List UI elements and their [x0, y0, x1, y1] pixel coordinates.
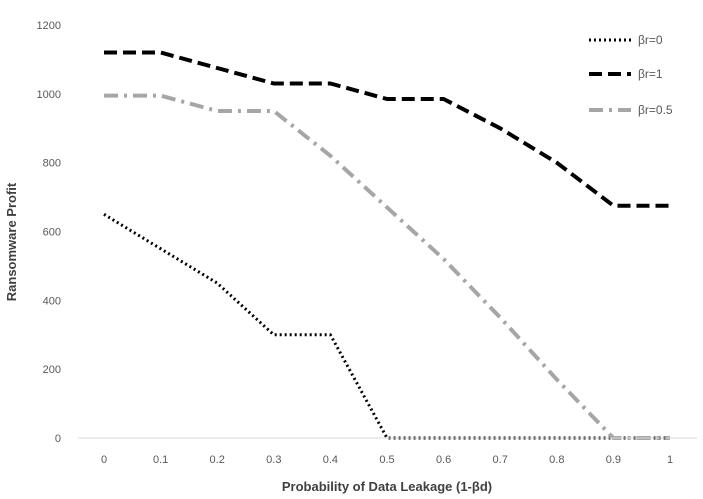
legend-label: βr=0.5 — [638, 103, 673, 117]
y-axis-title: Ransomware Profit — [4, 182, 19, 301]
x-tick-label: 0 — [101, 454, 107, 466]
y-axis-ticks: 0 200 400 600 800 1000 1200 — [37, 20, 61, 445]
legend-label: βr=1 — [638, 67, 663, 81]
x-tick-label: 1 — [667, 454, 673, 466]
x-tick-label: 0.1 — [153, 454, 168, 466]
x-tick-label: 0.5 — [379, 454, 394, 466]
y-tick-label: 400 — [43, 295, 61, 307]
x-tick-label: 0.9 — [606, 454, 621, 466]
x-axis-title: Probability of Data Leakage (1-βd) — [282, 479, 492, 494]
x-tick-label: 0.4 — [323, 454, 338, 466]
x-tick-label: 0.7 — [493, 454, 508, 466]
y-tick-label: 200 — [43, 364, 61, 376]
legend: βr=0 βr=1 βr=0.5 — [589, 33, 673, 117]
y-tick-label: 1200 — [37, 20, 61, 32]
y-tick-label: 0 — [55, 433, 61, 445]
series-line-βr=0 — [103, 213, 670, 440]
y-tick-label: 1000 — [37, 89, 61, 101]
plot-lines — [103, 50, 670, 440]
series-line-βr=0.5 — [104, 93, 670, 440]
x-tick-label: 0.3 — [266, 454, 281, 466]
x-tick-label: 0.2 — [210, 454, 225, 466]
y-tick-label: 800 — [43, 158, 61, 170]
legend-label: βr=0 — [638, 33, 663, 47]
series-line-βr=1 — [104, 50, 670, 208]
y-tick-label: 600 — [43, 227, 61, 239]
x-axis-ticks: 0 0.1 0.2 0.3 0.4 0.5 0.6 0.7 0.8 0.9 1 — [101, 454, 673, 466]
x-tick-label: 0.6 — [436, 454, 451, 466]
x-tick-label: 0.8 — [549, 454, 564, 466]
